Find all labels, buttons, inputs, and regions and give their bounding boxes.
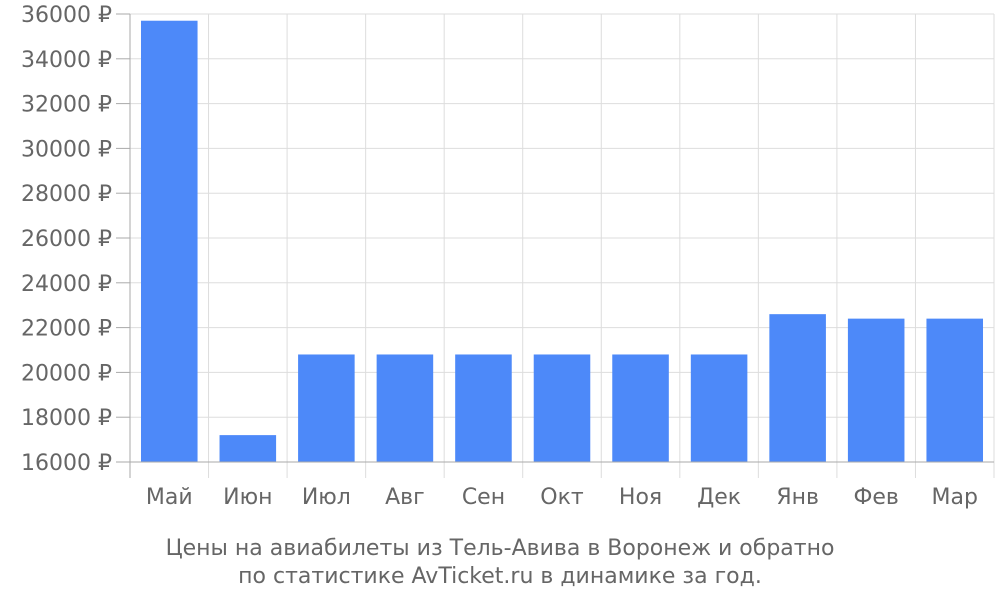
bar-chart: 16000 ₽ 18000 ₽ 20000 ₽ 22000 ₽ 24000 ₽ 26000… [21,3,995,510]
x-tick-label: Июн [223,485,272,510]
x-tick-label: Фев [853,485,898,510]
x-tick-label: Сен [462,485,505,510]
y-axis-ticks: 16000 ₽ 18000 ₽ 20000 ₽ 22000 ₽ 24000 ₽ 26000… [21,3,112,476]
bar-0 [140,20,198,462]
x-tick-label: Окт [540,485,584,510]
y-tick-label: 34000 ₽ [21,48,112,73]
bar-5 [533,354,591,462]
x-tick-label: Авг [385,485,425,510]
grid-lines [129,13,995,478]
bars [140,20,984,462]
axes [116,13,994,463]
y-tick-label: 32000 ₽ [21,93,112,118]
bar-4 [455,354,512,462]
x-tick-label: Мар [932,485,978,510]
y-tick-label: 22000 ₽ [21,317,112,342]
x-tick-label: Ноя [619,485,662,510]
bar-2 [298,354,355,462]
bar-1 [219,435,277,462]
bar-10 [926,318,984,462]
y-tick-label: 30000 ₽ [21,137,112,162]
y-tick-label: 36000 ₽ [21,3,112,28]
chart-caption-line2: по статистике AvTicket.ru в динамике за … [238,564,762,589]
bar-3 [376,354,434,462]
y-tick-label: 26000 ₽ [21,227,112,252]
bar-7 [690,354,748,462]
chart-caption-line1: Цены на авиабилеты из Тель-Авива в Ворон… [165,536,835,561]
x-tick-label: Дек [697,485,741,510]
y-tick-label: 18000 ₽ [21,406,112,431]
bar-9 [847,318,905,462]
y-tick-label: 20000 ₽ [21,361,112,386]
y-tick-label: 24000 ₽ [21,272,112,297]
x-tick-label: Июл [302,485,351,510]
y-tick-label: 28000 ₽ [21,182,112,207]
x-tick-label: Янв [776,485,819,510]
bar-8 [769,314,826,462]
x-tick-label: Май [146,485,193,510]
y-tick-label: 16000 ₽ [21,451,112,476]
x-axis-ticks: Май Июн Июл Авг Сен Окт Ноя Дек Янв Фев Мар [146,485,978,510]
bar-6 [612,354,669,462]
